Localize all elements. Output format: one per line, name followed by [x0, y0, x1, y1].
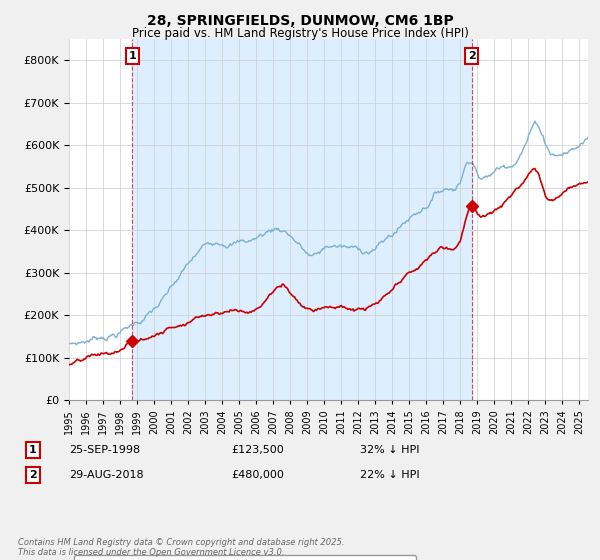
Bar: [133, 39, 472, 400]
Text: £480,000: £480,000: [231, 470, 284, 480]
Text: £123,500: £123,500: [231, 445, 284, 455]
Text: 32% ↓ HPI: 32% ↓ HPI: [360, 445, 419, 455]
Text: 2: 2: [29, 470, 37, 480]
Text: 1: 1: [128, 51, 136, 61]
Text: 22% ↓ HPI: 22% ↓ HPI: [360, 470, 419, 480]
Text: Contains HM Land Registry data © Crown copyright and database right 2025.
This d: Contains HM Land Registry data © Crown c…: [18, 538, 344, 557]
Text: 2: 2: [468, 51, 475, 61]
Text: 1: 1: [29, 445, 37, 455]
Text: 28, SPRINGFIELDS, DUNMOW, CM6 1BP: 28, SPRINGFIELDS, DUNMOW, CM6 1BP: [146, 14, 454, 28]
Text: 25-SEP-1998: 25-SEP-1998: [69, 445, 140, 455]
Text: Price paid vs. HM Land Registry's House Price Index (HPI): Price paid vs. HM Land Registry's House …: [131, 27, 469, 40]
Text: 29-AUG-2018: 29-AUG-2018: [69, 470, 143, 480]
Legend: 28, SPRINGFIELDS, DUNMOW, CM6 1BP (detached house), HPI: Average price, detached: 28, SPRINGFIELDS, DUNMOW, CM6 1BP (detac…: [74, 555, 416, 560]
